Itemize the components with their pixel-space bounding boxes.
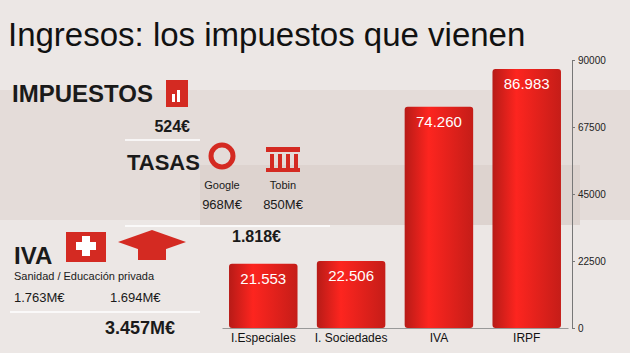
y-tick-mark — [572, 127, 575, 128]
icon-bank-column — [286, 154, 290, 168]
divider — [10, 311, 200, 313]
y-tick-label: 45000 — [578, 189, 606, 200]
x-tick-label: I.Especiales — [231, 331, 296, 345]
icon-hospital-cross — [76, 242, 96, 250]
y-axis: 0 22500 45000 67500 90000 — [572, 55, 606, 334]
icon-google — [211, 145, 233, 167]
bar — [317, 261, 385, 328]
y-tick: 45000 — [572, 189, 606, 200]
x-tick: I. Sociedades — [315, 328, 388, 345]
icon-document-bar — [172, 94, 175, 102]
annotation: 1.763M€ — [14, 290, 65, 305]
annotation: 524€ — [154, 118, 190, 135]
icons — [66, 80, 300, 262]
y-tick-mark — [572, 194, 575, 195]
icon-bank-base — [266, 168, 300, 172]
annotation: IMPUESTOS — [12, 80, 153, 107]
y-tick-label: 90000 — [578, 55, 606, 66]
x-axis-line — [223, 328, 569, 329]
annotation: Sanidad / Educación privada — [14, 270, 155, 282]
y-axis-line — [573, 61, 576, 329]
icon-hospital — [66, 232, 106, 262]
annotation: TASAS — [127, 150, 200, 175]
data-label: 21.553 — [240, 270, 286, 287]
y-tick-mark — [572, 261, 575, 262]
icon-bank-column — [270, 154, 274, 168]
icon-bank-roof — [266, 147, 300, 152]
divider — [125, 225, 330, 227]
x-tick-label: I. Sociedades — [315, 331, 388, 345]
annotation: Tobin — [270, 179, 296, 191]
divider — [125, 139, 200, 141]
data-label: 86.983 — [504, 75, 550, 92]
bars — [229, 69, 561, 328]
bar — [405, 107, 473, 328]
icon-document-bar — [177, 90, 180, 102]
data-label: 22.506 — [328, 267, 374, 284]
y-tick-label: 67500 — [578, 122, 606, 133]
icon-bank-column — [294, 154, 298, 168]
annotations: IMPUESTOS524€ TASAS Google Tobin 968M€ 850M€ 1… — [12, 80, 304, 338]
x-tick-label: IVA — [430, 331, 448, 345]
data-label: 74.260 — [416, 113, 462, 130]
chart: Ingresos: los impuestos que vienen IMPUES… — [0, 0, 630, 353]
x-axis: I.Especiales I. Sociedades IVA IRPF — [223, 328, 569, 345]
x-tick: IRPF — [513, 328, 540, 345]
data-labels: 21.553 22.506 74.260 86.983 — [240, 75, 549, 287]
y-tick: 67500 — [572, 122, 606, 133]
x-tick-label: IRPF — [513, 331, 540, 345]
y-tick-label: 0 — [578, 323, 584, 334]
annotation: 968M€ — [202, 197, 243, 212]
annotation: IVA — [14, 242, 52, 269]
annotation: 1.694M€ — [110, 290, 161, 305]
title: Ingresos: los impuestos que vienen — [8, 16, 525, 53]
x-tick: IVA — [430, 328, 448, 345]
icon-document — [166, 80, 188, 107]
bar — [492, 69, 560, 328]
annotation: 850M€ — [263, 197, 304, 212]
y-tick-label: 22500 — [578, 256, 606, 267]
bar — [229, 264, 297, 328]
icon-cap-base — [138, 248, 166, 260]
y-tick-mark — [572, 328, 575, 329]
y-tick: 90000 — [572, 55, 606, 66]
icon-bank-column — [278, 154, 282, 168]
annotation: 3.457M€ — [105, 318, 175, 338]
y-tick-mark — [572, 60, 575, 61]
background — [0, 0, 630, 353]
y-tick: 22500 — [572, 256, 606, 267]
x-tick: I.Especiales — [231, 328, 296, 345]
y-tick: 0 — [572, 323, 584, 334]
annotation: 1.818€ — [232, 228, 281, 245]
annotation: Google — [204, 179, 239, 191]
